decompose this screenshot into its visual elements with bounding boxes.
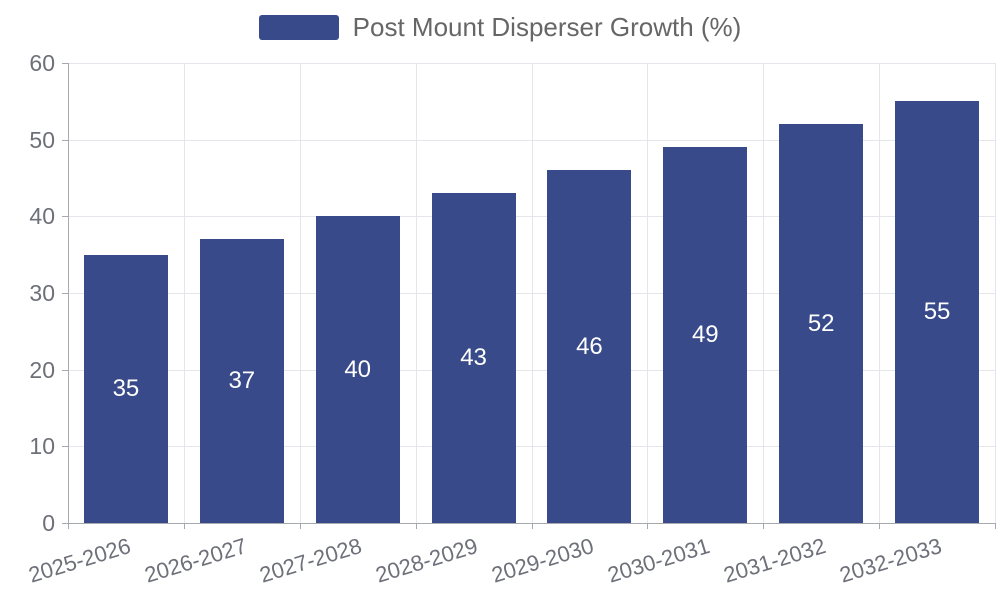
x-tick-label: 2028-2029 — [372, 533, 481, 588]
bar-value-label: 37 — [228, 367, 256, 395]
x-axis-line — [68, 523, 995, 524]
x-axis-tick — [763, 523, 765, 529]
bar[interactable]: 46 — [547, 170, 632, 523]
bar[interactable]: 49 — [663, 147, 748, 523]
x-axis-tick — [415, 523, 417, 529]
bar[interactable]: 37 — [199, 239, 284, 523]
gridline-x — [299, 63, 301, 523]
x-axis-tick — [995, 523, 996, 529]
x-axis-tick — [531, 523, 533, 529]
bar-value-label: 49 — [691, 321, 719, 349]
gridline-x — [183, 63, 185, 523]
y-tick-label: 60 — [29, 50, 55, 76]
y-tick-label: 20 — [29, 356, 55, 383]
x-tick-label: 2029-2030 — [488, 533, 597, 588]
bar[interactable]: 55 — [895, 101, 980, 523]
x-tick-label: 2030-2031 — [604, 533, 713, 588]
y-axis-tick — [62, 293, 68, 294]
gridline-x — [763, 63, 765, 523]
bar-value-label: 40 — [344, 355, 372, 383]
bar-value-label: 52 — [807, 309, 835, 337]
y-axis-tick — [62, 139, 68, 141]
y-axis-line — [68, 63, 69, 523]
gridline-x — [531, 63, 533, 523]
gridline-x — [647, 63, 649, 523]
y-tick-label: 0 — [42, 510, 55, 536]
y-tick-label: 10 — [29, 433, 55, 460]
x-axis-tick — [299, 523, 301, 529]
legend: Post Mount Disperser Growth (%) — [0, 14, 1000, 40]
x-tick-label: 2025-2026 — [25, 533, 134, 588]
x-axis-tick — [68, 523, 69, 529]
x-tick-label: 2026-2027 — [141, 533, 250, 588]
bar[interactable]: 43 — [431, 193, 516, 523]
bar[interactable]: 40 — [315, 216, 400, 523]
y-axis-tick — [62, 523, 68, 524]
bar-value-label: 46 — [576, 332, 603, 360]
y-axis-tick — [62, 63, 68, 64]
x-tick-label: 2032-2033 — [836, 533, 945, 588]
legend-label: Post Mount Disperser Growth (%) — [352, 12, 742, 42]
bar-value-label: 43 — [460, 344, 487, 372]
y-axis-tick — [62, 216, 68, 218]
y-axis-tick — [62, 446, 68, 448]
gridline-x — [879, 63, 881, 523]
legend-swatch — [258, 14, 339, 40]
bar[interactable]: 35 — [83, 254, 168, 523]
x-tick-label: 2031-2032 — [720, 533, 829, 588]
y-axis-tick — [62, 369, 68, 371]
x-axis-tick — [183, 523, 185, 529]
bar-value-label: 55 — [923, 298, 951, 326]
y-tick-label: 30 — [29, 280, 55, 306]
y-tick-label: 50 — [29, 126, 55, 153]
gridline-x — [415, 63, 417, 523]
bar-value-label: 35 — [112, 374, 140, 402]
legend-item[interactable]: Post Mount Disperser Growth (%) — [258, 12, 742, 42]
x-axis-tick — [647, 523, 649, 529]
gridline-x — [995, 63, 996, 523]
x-axis-tick — [879, 523, 881, 529]
y-tick-label: 40 — [29, 203, 55, 230]
bar[interactable]: 52 — [779, 124, 864, 523]
x-tick-label: 2027-2028 — [257, 533, 365, 588]
